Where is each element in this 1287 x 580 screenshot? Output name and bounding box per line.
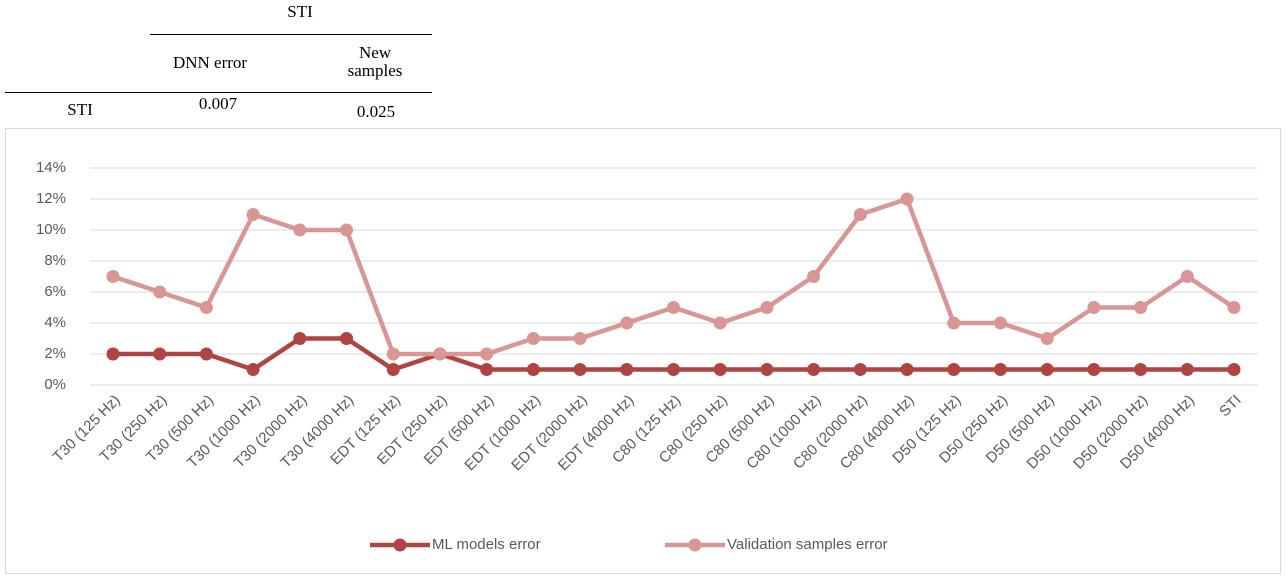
legend-marker: [688, 538, 702, 552]
marker: [199, 347, 213, 361]
marker: [807, 363, 821, 376]
group-header: STI: [287, 2, 313, 21]
marker: [760, 301, 774, 314]
row-header: STI: [67, 100, 93, 119]
chart-frame: [5, 128, 1281, 574]
column-header: New samples: [347, 43, 403, 80]
marker: [993, 316, 1007, 330]
marker: [1087, 301, 1101, 314]
marker: [947, 316, 961, 330]
cell: 0.007: [198, 94, 238, 113]
marker: [1180, 270, 1194, 283]
marker: [1227, 301, 1241, 314]
marker: [526, 332, 540, 345]
marker: [1134, 363, 1148, 376]
marker: [900, 363, 914, 376]
marker: [947, 363, 961, 376]
marker: [573, 363, 587, 376]
marker: [667, 363, 680, 376]
y-tick-label: 2%: [44, 345, 66, 362]
rule: [5, 92, 432, 93]
legend-label: ML models error: [432, 536, 541, 553]
y-tick-label: 6%: [44, 283, 66, 300]
marker: [713, 363, 727, 376]
marker: [620, 363, 634, 376]
marker: [1134, 301, 1148, 314]
marker: [386, 363, 400, 376]
marker: [153, 347, 167, 361]
marker: [246, 208, 260, 221]
marker: [293, 332, 307, 345]
y-tick-label: 14%: [36, 159, 66, 176]
marker: [900, 192, 914, 206]
marker: [526, 363, 540, 376]
marker: [853, 363, 867, 376]
y-tick-label: 10%: [36, 221, 66, 238]
marker: [386, 347, 400, 361]
marker: [433, 347, 447, 361]
marker: [340, 223, 354, 237]
y-tick-label: 8%: [44, 252, 66, 269]
legend-marker: [393, 538, 407, 552]
y-tick-label: 12%: [36, 190, 66, 207]
marker: [199, 301, 213, 314]
marker: [993, 363, 1007, 376]
marker: [293, 223, 307, 237]
marker: [106, 347, 120, 361]
marker: [106, 270, 120, 283]
marker: [480, 347, 494, 361]
marker: [1040, 332, 1054, 345]
column-header: DNN error: [172, 53, 248, 72]
marker: [620, 316, 634, 330]
marker: [246, 363, 260, 376]
marker: [153, 285, 167, 299]
marker: [853, 208, 867, 221]
marker: [1180, 363, 1194, 376]
marker: [573, 332, 587, 345]
marker: [1087, 363, 1101, 376]
marker: [667, 301, 680, 314]
marker: [807, 270, 821, 283]
rule: [150, 34, 432, 35]
cell: 0.025: [356, 102, 396, 121]
legend-label: Validation samples error: [727, 536, 888, 553]
marker: [340, 332, 354, 345]
marker: [760, 363, 774, 376]
marker: [713, 316, 727, 330]
marker: [480, 363, 494, 376]
y-tick-label: 4%: [44, 314, 66, 331]
marker: [1227, 363, 1241, 376]
y-tick-label: 0%: [44, 376, 66, 393]
marker: [1040, 363, 1054, 376]
